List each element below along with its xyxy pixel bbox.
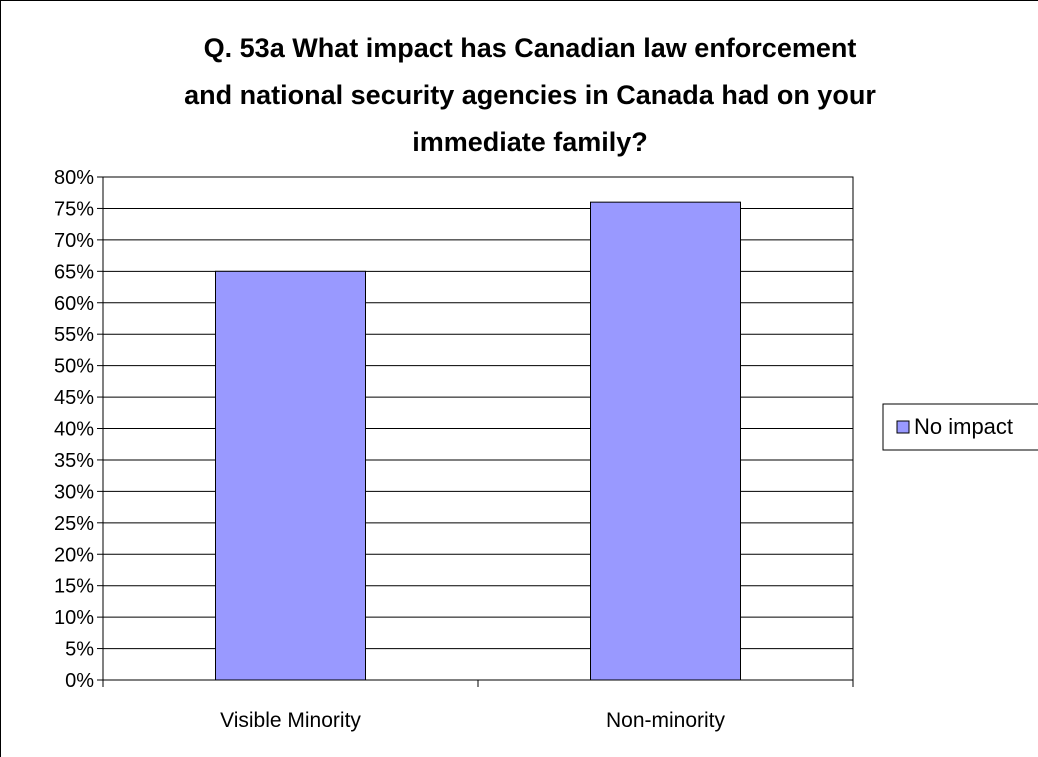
y-axis: 0% 5% 10% 15% 20% 25% 30% 35% 40% 45% 50% 55% 60% 65%… — [54, 167, 103, 692]
legend-swatch — [896, 420, 910, 434]
bars — [215, 201, 741, 681]
y-tick-label: 75% — [54, 198, 94, 220]
y-tick-label: 10% — [54, 607, 94, 629]
y-tick-label: 70% — [54, 230, 94, 252]
y-tick-label: 55% — [54, 324, 94, 346]
y-tick-label: 20% — [54, 544, 94, 566]
y-tick-label: 50% — [54, 356, 94, 378]
chart-title-line-1: Q. 53a What impact has Canadian law enfo… — [204, 33, 857, 63]
y-tick-label: 15% — [54, 576, 94, 598]
y-tick-label: 80% — [54, 167, 94, 189]
y-tick-label: 65% — [54, 261, 94, 283]
x-category-label: Non-minority — [606, 709, 726, 732]
legend: No impact — [882, 403, 1038, 451]
y-tick-label: 25% — [54, 513, 94, 535]
x-axis: Visible Minority Non-minority — [102, 680, 854, 732]
y-tick-label: 35% — [54, 450, 94, 472]
chart-title-line-3: immediate family? — [412, 127, 648, 157]
y-tick-label: 45% — [54, 387, 94, 409]
y-tick-label: 0% — [65, 670, 94, 692]
y-tick-label: 30% — [54, 481, 94, 503]
plot-area: 0% 5% 10% 15% 20% 25% 30% 35% 40% 45% 50% 55% 60% 65%… — [54, 167, 854, 732]
chart-title-line-2: and national security agencies in Canada… — [184, 80, 876, 110]
legend-label: No impact — [914, 414, 1013, 439]
bar — [590, 201, 741, 681]
y-tick-label: 5% — [65, 639, 94, 661]
bar — [215, 270, 366, 681]
x-category-label: Visible Minority — [220, 709, 361, 732]
y-tick-label: 60% — [54, 293, 94, 315]
y-tick-label: 40% — [54, 419, 94, 441]
